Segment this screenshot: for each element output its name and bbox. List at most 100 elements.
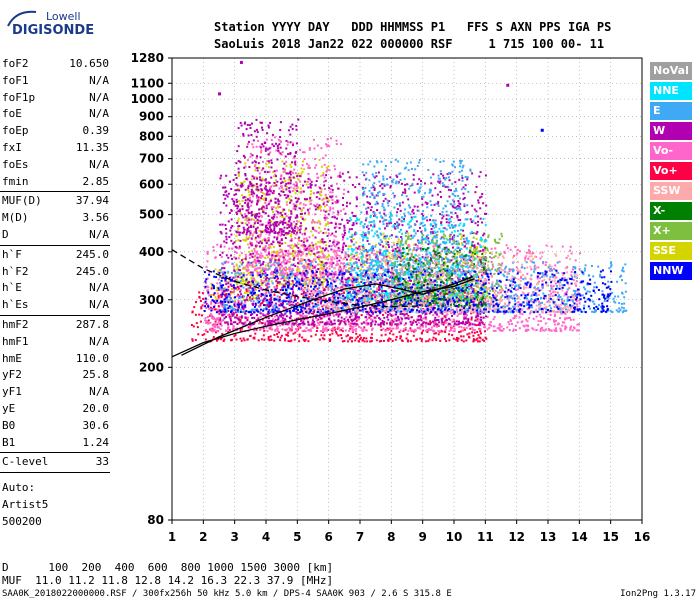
echo-point [280, 185, 282, 188]
echo-point [389, 338, 392, 341]
echo-point [250, 218, 253, 221]
echo-point [473, 338, 475, 341]
echo-point [339, 266, 342, 268]
echo-point [324, 219, 327, 222]
echo-point [239, 320, 242, 323]
echo-point [353, 233, 356, 236]
echo-point [234, 334, 237, 336]
echo-point [370, 293, 373, 296]
echo-point [311, 326, 314, 329]
echo-point [279, 251, 282, 254]
echo-point [291, 171, 294, 173]
echo-point [247, 238, 249, 240]
echo-point [325, 231, 328, 234]
echo-point [352, 238, 355, 240]
echo-point [461, 329, 464, 332]
echo-point [285, 250, 287, 253]
echo-point [311, 302, 314, 305]
echo-point [371, 328, 373, 331]
echo-point [313, 279, 316, 282]
echo-point [550, 292, 553, 295]
echo-point [210, 301, 213, 303]
echo-point [549, 269, 551, 272]
echo-point [311, 320, 314, 323]
echo-point [307, 252, 310, 255]
echo-point [324, 188, 326, 190]
echo-point [539, 329, 542, 332]
echo-point [301, 314, 304, 317]
echo-point [351, 277, 354, 280]
echo-point [340, 319, 343, 322]
echo-point [550, 286, 553, 289]
echo-point [512, 317, 515, 320]
echo-point [488, 323, 491, 326]
echo-point [261, 192, 264, 195]
echo-point [235, 251, 238, 254]
echo-point [481, 193, 484, 195]
echo-point [310, 221, 313, 224]
echo-point [457, 200, 460, 202]
echo-point [263, 338, 266, 341]
echo-point [212, 316, 215, 319]
echo-point [311, 292, 314, 295]
echo-point [375, 339, 378, 342]
echo-point [373, 187, 376, 190]
echo-point [191, 339, 194, 342]
echo-point [347, 171, 350, 174]
echo-point [333, 326, 336, 329]
echo-point [247, 221, 250, 224]
echo-point [466, 310, 469, 312]
echo-point [230, 321, 232, 324]
echo-point [321, 238, 324, 241]
echo-point [261, 248, 264, 251]
echo-point [219, 338, 222, 341]
echo-point [411, 253, 414, 256]
echo-point [296, 325, 299, 328]
echo-point [232, 265, 235, 268]
echo-point [332, 328, 335, 331]
echo-point [257, 261, 260, 264]
plot-grid [172, 58, 642, 520]
echo-point [470, 318, 473, 321]
echo-point [252, 337, 255, 339]
echo-point [565, 256, 568, 259]
echo-point [527, 292, 530, 295]
echo-point [245, 298, 248, 301]
echo-point [459, 238, 462, 241]
echo-point [248, 246, 250, 249]
echo-point [206, 330, 209, 333]
echo-point [308, 278, 311, 281]
echo-point [520, 277, 523, 279]
echo-point [395, 235, 398, 238]
echo-point [405, 337, 408, 340]
echo-point [364, 316, 367, 319]
echo-point [233, 203, 235, 206]
echo-point [336, 260, 339, 263]
echo-point [234, 328, 237, 331]
echo-point [334, 223, 337, 226]
echo-point [270, 328, 273, 331]
echo-point [288, 327, 291, 329]
echo-point [360, 322, 363, 325]
echo-point [437, 180, 440, 183]
echo-point [482, 245, 485, 248]
echo-point [374, 323, 377, 326]
echo-point [417, 306, 420, 309]
echo-point [476, 274, 479, 277]
echo-point [313, 325, 316, 328]
echo-point [396, 323, 399, 326]
echo-point [212, 317, 215, 320]
echo-point [280, 186, 283, 189]
echo-point [474, 289, 477, 292]
echo-point [321, 247, 324, 250]
echo-point [373, 189, 376, 191]
echo-point [555, 276, 558, 279]
echo-point [278, 187, 281, 190]
echo-point [482, 234, 485, 237]
echo-point [287, 340, 290, 343]
echo-point [289, 252, 292, 255]
echo-point [447, 279, 450, 281]
echo-point [451, 278, 454, 281]
echo-point [575, 284, 578, 287]
echo-point [323, 241, 326, 243]
